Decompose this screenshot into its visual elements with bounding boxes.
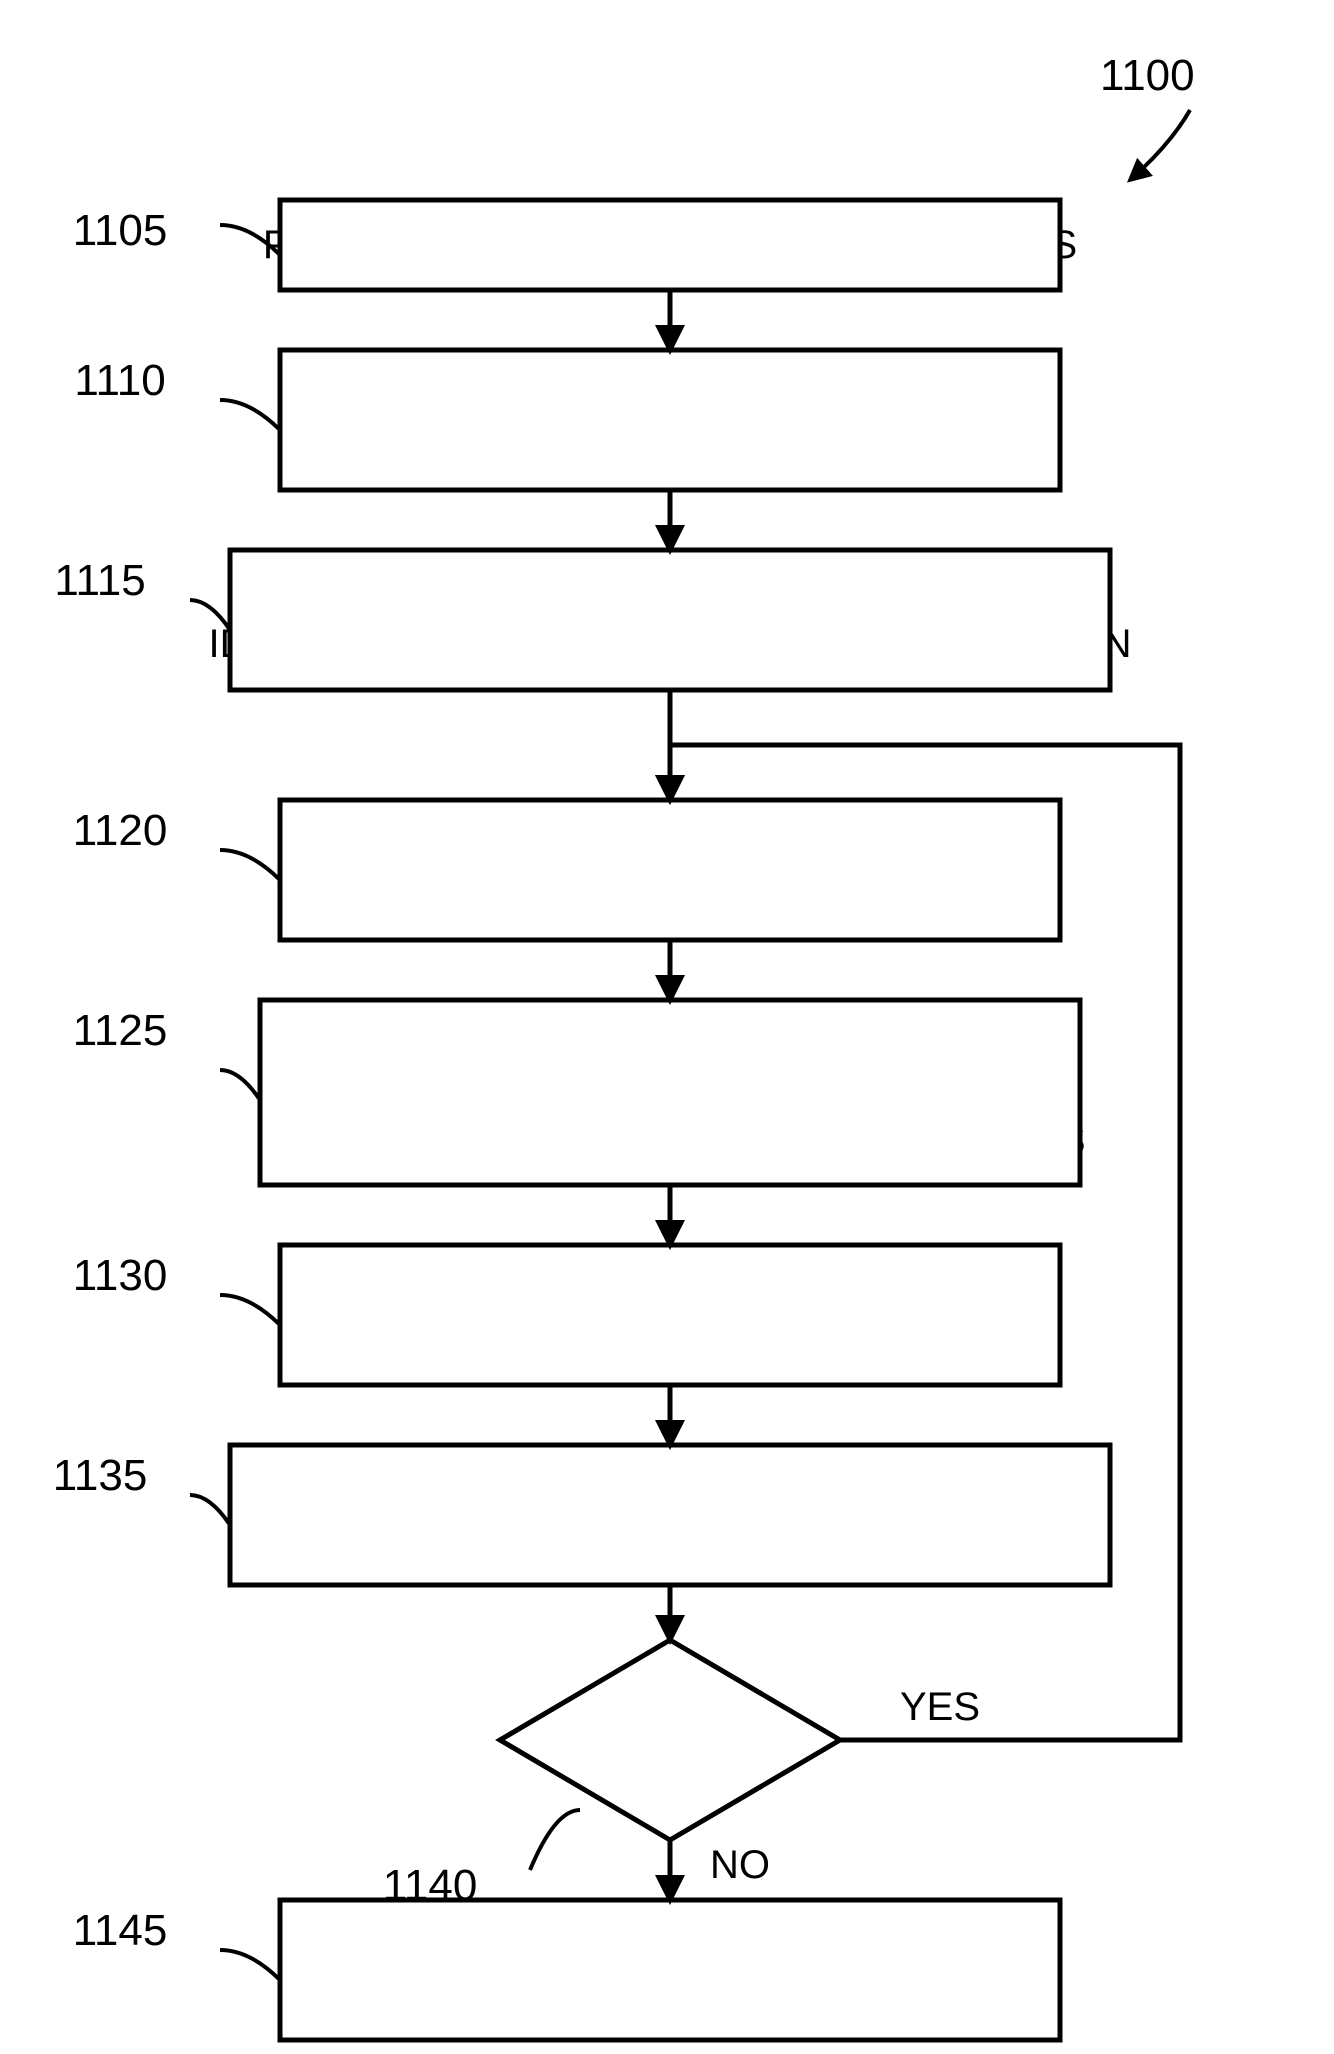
step-label: 1130 <box>73 1251 168 1300</box>
edge-label: YES <box>900 1685 980 1729</box>
step-label: 1135 <box>53 1451 148 1500</box>
step-label: 1115 <box>54 556 145 605</box>
n1125: 1125 <box>73 1000 1080 1185</box>
edge-label: NO <box>710 1843 770 1887</box>
n1140: 1140 <box>383 1640 840 1910</box>
step-label: 1145 <box>73 1906 168 1955</box>
leader-line <box>220 400 280 430</box>
leader-line <box>220 1295 280 1325</box>
leader-line <box>220 850 280 880</box>
leader-line <box>530 1810 580 1870</box>
n1110: 1110 <box>74 350 1060 490</box>
n1105: 1105 <box>73 200 1060 290</box>
step-label: 1120 <box>73 806 168 855</box>
figure-number: 1100 <box>1100 51 1195 100</box>
figure-pointer <box>1130 110 1190 180</box>
n1130: 1130 <box>73 1245 1060 1385</box>
step-label: 1110 <box>74 356 165 405</box>
n1120: 1120 <box>73 800 1060 940</box>
step-label: 1105 <box>73 206 168 255</box>
n1145: 1145 <box>73 1900 1060 2040</box>
n1115: 1115 <box>54 550 1110 690</box>
flowchart-diagram: PROVIDE ARRAY OF ANTENNA ELEMENTSIDENTIF… <box>0 0 1334 2054</box>
leader-line <box>220 1950 280 1980</box>
leader-line <box>220 1070 260 1100</box>
nodes: 1105 1110 1115 1120 1125 1130 1135 1140 1145 <box>53 200 1110 2040</box>
leader-line <box>190 1495 230 1525</box>
step-label: 1125 <box>73 1006 168 1055</box>
n1135: 1135 <box>53 1445 1110 1585</box>
